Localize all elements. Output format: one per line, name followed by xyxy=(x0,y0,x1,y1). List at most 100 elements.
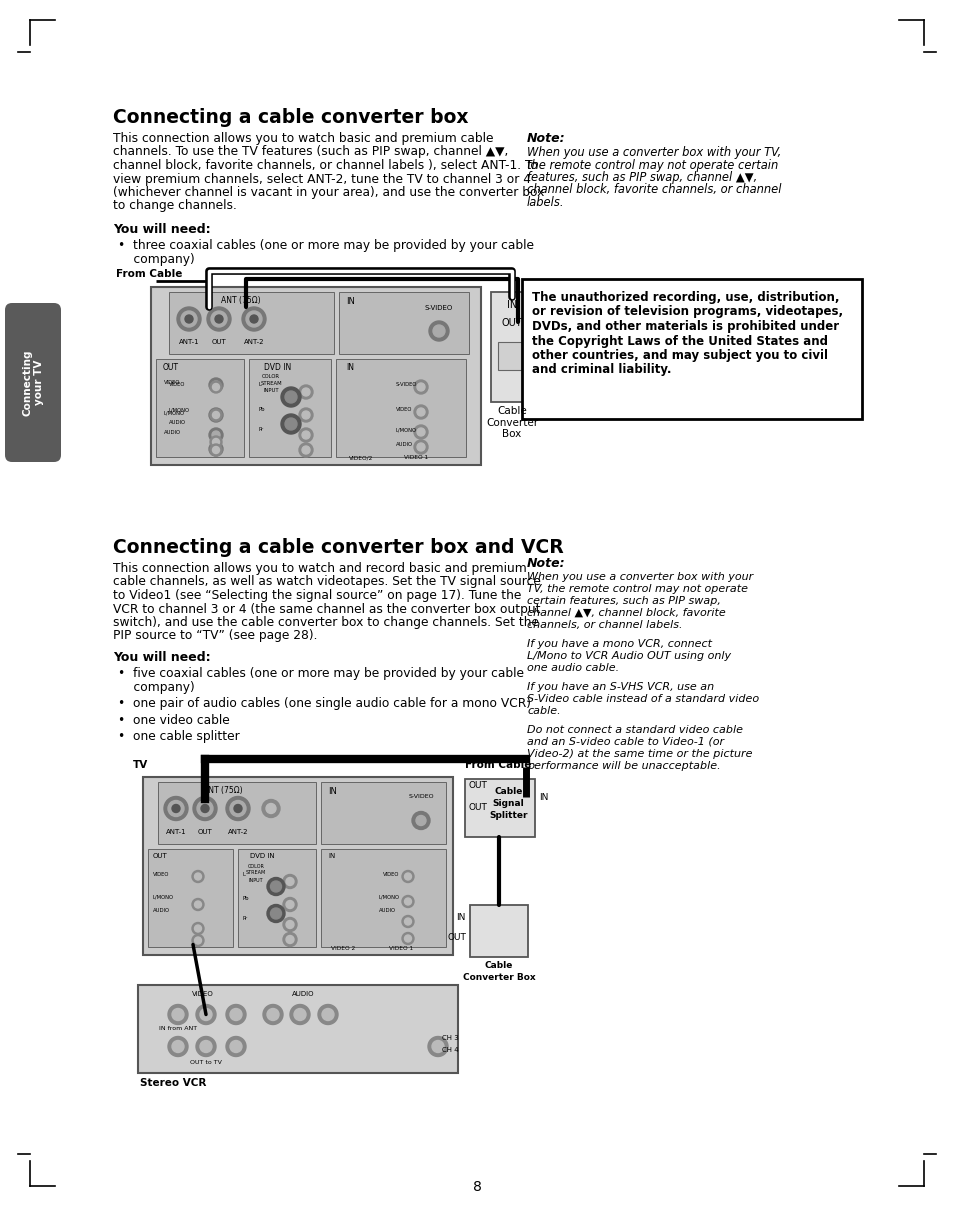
Circle shape xyxy=(286,901,294,908)
Circle shape xyxy=(246,311,262,327)
Text: channels, or channel labels.: channels, or channel labels. xyxy=(526,620,681,630)
Circle shape xyxy=(290,1005,310,1025)
Circle shape xyxy=(201,804,209,813)
Text: From Cable: From Cable xyxy=(464,760,531,769)
Circle shape xyxy=(194,873,201,880)
Bar xyxy=(464,779,535,837)
Text: AUDIO: AUDIO xyxy=(164,431,181,435)
Text: OUT: OUT xyxy=(197,829,213,835)
Circle shape xyxy=(271,908,281,919)
Text: TV: TV xyxy=(132,760,148,769)
Circle shape xyxy=(317,1005,337,1025)
Text: S-VIDEO: S-VIDEO xyxy=(395,382,416,387)
Text: COLOR: COLOR xyxy=(262,374,280,379)
Text: ANT-1: ANT-1 xyxy=(166,829,186,835)
Text: Cable: Cable xyxy=(484,960,513,970)
Circle shape xyxy=(267,1008,278,1020)
Text: channel block, favorite channels, or channel: channel block, favorite channels, or cha… xyxy=(526,183,781,197)
Text: •  five coaxial cables (one or more may be provided by your cable: • five coaxial cables (one or more may b… xyxy=(118,667,523,680)
Text: and an S-video cable to Video-1 (or: and an S-video cable to Video-1 (or xyxy=(526,737,723,747)
Bar xyxy=(497,343,525,370)
Text: •  one pair of audio cables (one single audio cable for a mono VCR): • one pair of audio cables (one single a… xyxy=(118,697,531,710)
Text: OUT: OUT xyxy=(469,802,487,812)
Circle shape xyxy=(210,381,222,393)
Text: CH 3: CH 3 xyxy=(441,1035,458,1041)
Circle shape xyxy=(401,915,414,927)
Circle shape xyxy=(192,898,204,911)
Text: DVDs, and other materials is prohibited under: DVDs, and other materials is prohibited … xyxy=(532,320,839,333)
Circle shape xyxy=(262,800,280,818)
Text: ANT (75Ω): ANT (75Ω) xyxy=(221,295,260,305)
Text: features, such as PIP swap, channel ▲▼,: features, such as PIP swap, channel ▲▼, xyxy=(526,171,757,185)
Text: L/MONO: L/MONO xyxy=(378,895,399,900)
Text: view premium channels, select ANT-2, tune the TV to channel 3 or 4: view premium channels, select ANT-2, tun… xyxy=(112,172,531,186)
Text: and criminal liability.: and criminal liability. xyxy=(532,363,671,376)
Circle shape xyxy=(212,411,220,418)
Circle shape xyxy=(271,882,281,892)
Circle shape xyxy=(298,385,313,399)
Circle shape xyxy=(429,321,449,341)
Circle shape xyxy=(168,1005,188,1025)
Circle shape xyxy=(212,381,220,390)
Text: channel ▲▼, channel block, favorite: channel ▲▼, channel block, favorite xyxy=(526,608,725,617)
Text: 8: 8 xyxy=(472,1179,481,1194)
Circle shape xyxy=(283,897,296,912)
Circle shape xyxy=(416,384,424,391)
Circle shape xyxy=(168,801,184,816)
Text: IN: IN xyxy=(506,300,517,310)
Circle shape xyxy=(302,411,310,418)
Circle shape xyxy=(267,878,285,896)
Circle shape xyxy=(213,446,219,453)
Circle shape xyxy=(286,936,294,943)
Text: ANT-2: ANT-2 xyxy=(244,339,264,345)
Circle shape xyxy=(283,918,296,931)
Circle shape xyxy=(200,1041,212,1053)
Circle shape xyxy=(286,878,294,885)
Circle shape xyxy=(285,418,296,431)
Text: Splitter: Splitter xyxy=(489,810,527,820)
Text: VIDEO: VIDEO xyxy=(395,406,412,412)
Circle shape xyxy=(200,1008,212,1020)
Text: L/Mono to VCR Audio OUT using only: L/Mono to VCR Audio OUT using only xyxy=(526,651,730,661)
Text: L/MONO: L/MONO xyxy=(152,895,173,900)
Circle shape xyxy=(193,796,216,820)
Text: AUDIO: AUDIO xyxy=(378,907,395,913)
Text: IN: IN xyxy=(346,363,354,371)
Circle shape xyxy=(401,932,414,944)
Text: other countries, and may subject you to civil: other countries, and may subject you to … xyxy=(532,349,827,362)
Circle shape xyxy=(412,812,430,830)
Circle shape xyxy=(302,388,310,396)
Circle shape xyxy=(298,443,313,457)
Text: VIDEO: VIDEO xyxy=(382,872,399,877)
Circle shape xyxy=(213,384,219,391)
Text: IN: IN xyxy=(456,913,465,921)
Circle shape xyxy=(177,308,201,330)
Text: OUT: OUT xyxy=(469,780,487,790)
Circle shape xyxy=(226,796,250,820)
Circle shape xyxy=(194,937,201,944)
Circle shape xyxy=(168,1036,188,1056)
Bar xyxy=(169,292,334,355)
Text: OUT: OUT xyxy=(447,932,465,942)
Text: This connection allows you to watch basic and premium cable: This connection allows you to watch basi… xyxy=(112,131,493,145)
Text: certain features, such as PIP swap,: certain features, such as PIP swap, xyxy=(526,596,720,605)
Text: TV, the remote control may not operate: TV, the remote control may not operate xyxy=(526,584,747,595)
Circle shape xyxy=(302,431,310,439)
Text: channel block, favorite channels, or channel labels ), select ANT-1. To: channel block, favorite channels, or cha… xyxy=(112,159,537,172)
Text: When you use a converter box with your: When you use a converter box with your xyxy=(526,572,753,582)
Bar xyxy=(521,279,862,418)
Text: STREAM: STREAM xyxy=(246,871,266,876)
Circle shape xyxy=(211,311,227,327)
Text: INPUT: INPUT xyxy=(263,388,278,393)
Text: CH 4: CH 4 xyxy=(441,1047,458,1053)
Circle shape xyxy=(414,380,428,394)
Circle shape xyxy=(230,1041,242,1053)
Circle shape xyxy=(285,391,296,403)
Circle shape xyxy=(196,801,213,816)
Text: labels.: labels. xyxy=(526,197,564,209)
Text: S-Video cable instead of a standard video: S-Video cable instead of a standard vide… xyxy=(526,693,759,704)
Text: Cable
Converter
Box: Cable Converter Box xyxy=(485,406,537,439)
Text: IN from ANT: IN from ANT xyxy=(159,1026,197,1031)
Text: AUDIO: AUDIO xyxy=(395,443,413,447)
Text: IN: IN xyxy=(328,853,335,859)
